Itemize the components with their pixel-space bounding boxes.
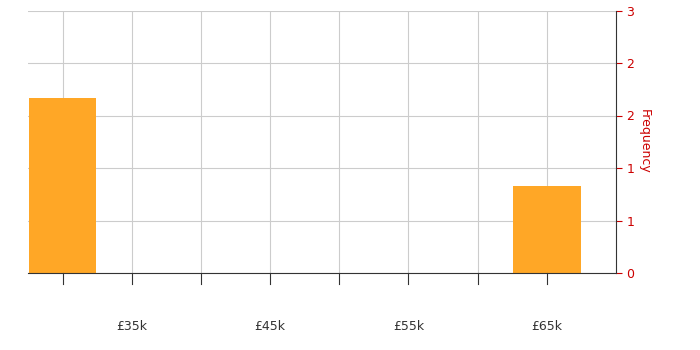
Text: £55k: £55k — [393, 320, 424, 333]
Text: £45k: £45k — [255, 320, 286, 333]
Bar — [29, 98, 97, 273]
Y-axis label: Frequency: Frequency — [638, 109, 651, 174]
Text: £65k: £65k — [531, 320, 562, 333]
Bar — [513, 186, 581, 273]
Text: £35k: £35k — [116, 320, 147, 333]
